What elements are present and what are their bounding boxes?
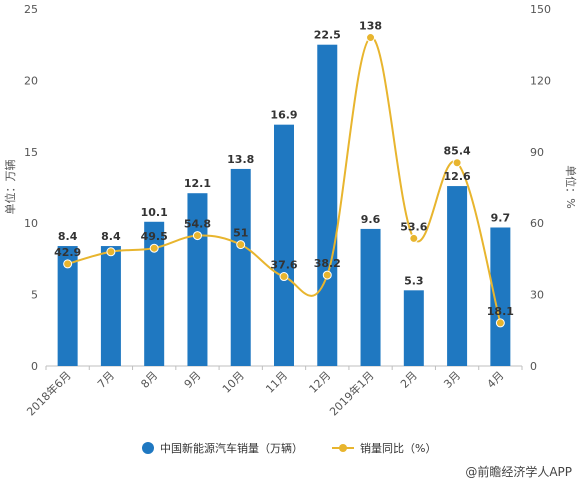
y2-tick-label: 150 xyxy=(530,3,551,16)
y-tick-label: 5 xyxy=(31,289,38,302)
y2-tick-label: 120 xyxy=(530,74,551,87)
y-tick-label: 10 xyxy=(24,217,38,230)
bar-value-label: 10.1 xyxy=(141,206,168,219)
line-value-label: 85.4 xyxy=(444,145,471,158)
bar xyxy=(317,44,338,366)
bars xyxy=(57,44,511,366)
bar-value-label: 9.7 xyxy=(491,211,511,224)
line-point xyxy=(366,33,376,43)
legend-bar-swatch xyxy=(142,442,154,454)
line-value-label: 18.1 xyxy=(487,305,514,318)
x-tick-label: 8月 xyxy=(138,369,160,391)
bar xyxy=(57,246,78,366)
x-tick-label: 4月 xyxy=(485,369,507,391)
bar-value-label: 13.8 xyxy=(227,153,254,166)
line-point xyxy=(452,158,462,168)
x-tick-label: 11月 xyxy=(263,369,290,396)
x-tick-label: 10月 xyxy=(220,369,247,396)
line-value-label: 51 xyxy=(233,227,248,240)
line-point xyxy=(149,243,159,253)
y2-tick-label: 0 xyxy=(530,360,537,373)
y2-tick-label: 90 xyxy=(530,146,544,159)
source-credit: @前瞻经济学人APP xyxy=(465,464,572,479)
bar xyxy=(230,168,251,366)
legend-line-label: 销量同比（%） xyxy=(360,441,436,455)
legend-bar-label: 中国新能源汽车销量（万辆） xyxy=(160,441,303,455)
x-tick-label: 2018年6月 xyxy=(24,368,74,418)
bar-value-label: 5.3 xyxy=(404,274,424,287)
line-value-label: 54.8 xyxy=(184,218,211,231)
bar-value-label: 9.6 xyxy=(361,213,381,226)
bar-value-label: 12.1 xyxy=(184,177,211,190)
x-tick-label: 3月 xyxy=(441,369,463,391)
legend: 中国新能源汽车销量（万辆） 销量同比（%） xyxy=(142,441,436,455)
y2-tick-label: 30 xyxy=(530,289,544,302)
line-series xyxy=(63,33,505,328)
bar-value-label: 8.4 xyxy=(58,230,78,243)
bar-value-label: 12.6 xyxy=(444,170,471,183)
line-point xyxy=(106,247,116,257)
x-tick-label: 7月 xyxy=(95,369,117,391)
bar-value-label: 22.5 xyxy=(314,29,341,42)
line-point xyxy=(192,231,202,241)
bar xyxy=(100,246,121,366)
bar xyxy=(360,228,381,366)
data-labels: 8.4 8.4 10.1 12.1 13.8 16.9 22.5 9.6 5.3 12.6 9.7 4… xyxy=(54,20,514,318)
bar xyxy=(447,186,468,366)
line-value-label: 42.9 xyxy=(54,246,81,259)
x-tick-label: 2019年1月 xyxy=(326,368,376,418)
bar-value-label: 8.4 xyxy=(101,230,121,243)
line-point xyxy=(63,259,73,269)
y-tick-label: 15 xyxy=(24,146,38,159)
line-point xyxy=(409,233,419,243)
bar xyxy=(274,124,294,366)
y2-tick-label: 60 xyxy=(530,217,544,230)
line-value-label: 53.6 xyxy=(400,220,427,233)
bar xyxy=(490,227,511,366)
bar-value-label: 16.9 xyxy=(270,109,297,122)
line-point xyxy=(322,270,332,280)
line-point xyxy=(495,318,505,328)
line-value-label: 37.6 xyxy=(270,259,297,272)
x-tick-label: 9月 xyxy=(182,369,204,391)
y-tick-label: 25 xyxy=(24,3,38,16)
line-point xyxy=(279,272,289,282)
bar xyxy=(403,290,424,366)
line-value-label: 38.2 xyxy=(314,257,341,270)
y2-axis-title: 单位：% xyxy=(564,165,578,208)
bar xyxy=(144,221,165,366)
y-tick-label: 0 xyxy=(31,360,38,373)
y-axis-title: 单位：万辆 xyxy=(3,160,17,215)
line-value-label: 138 xyxy=(359,20,382,33)
y-tick-label: 20 xyxy=(24,74,38,87)
line-value-label: 49.5 xyxy=(141,230,168,243)
line-point xyxy=(236,240,246,250)
x-tick-label: 2月 xyxy=(398,369,420,391)
x-tick-label: 12月 xyxy=(307,369,334,396)
legend-line-marker xyxy=(339,444,347,452)
